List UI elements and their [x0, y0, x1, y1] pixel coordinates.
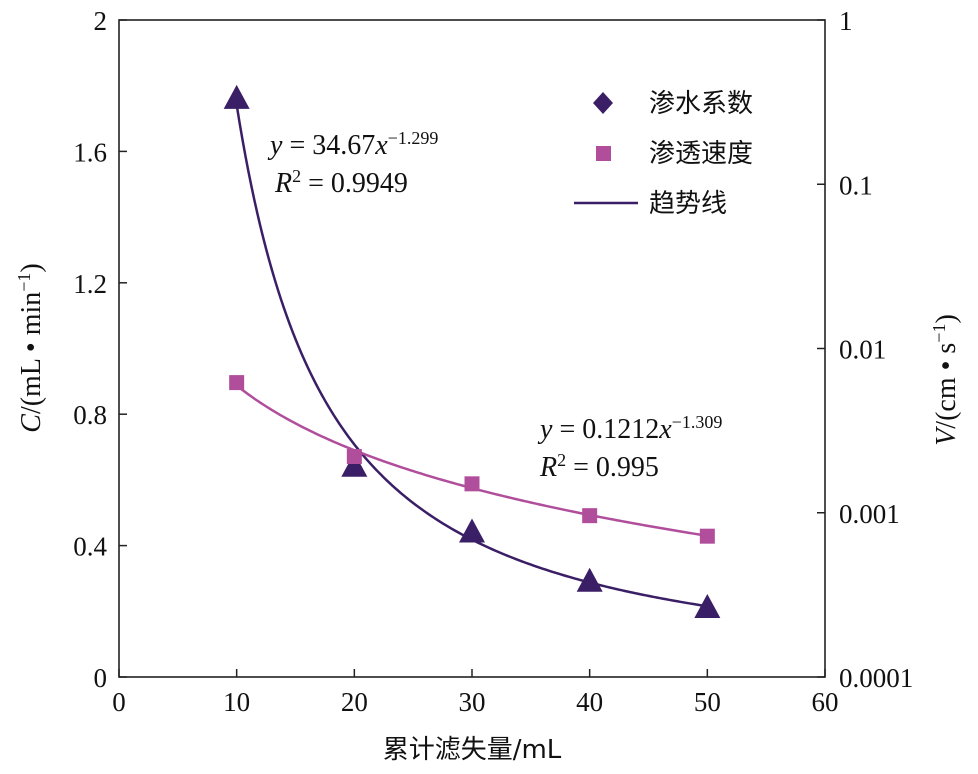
y-right-tick-label-1: 1 [839, 6, 853, 36]
data-marks [223, 84, 721, 619]
y-right-tick-label-0.001: 0.001 [839, 499, 900, 529]
x-tick-label-30: 30 [459, 687, 486, 717]
triangle-point-40 [576, 567, 603, 592]
triangle-point-20 [341, 452, 368, 477]
fit-equation-1: y = 34.67x−1.299 [267, 128, 438, 161]
y-left-tick-label-0: 0 [94, 663, 108, 693]
fit-r2-2: R2 = 0.995 [539, 450, 659, 483]
y-axis-label-left: C/(mL • min−1) [14, 263, 47, 432]
y-axis-label-right: V/(cm • s−1) [929, 314, 962, 446]
x-tick-label-20: 20 [341, 687, 368, 717]
square-point-40 [582, 508, 598, 524]
legend-label-seepage-velocity: 渗透速度 [649, 139, 753, 169]
legend-label-seepage-coefficient: 渗水系数 [649, 89, 753, 119]
y-right-tick-label-0.0001: 0.0001 [839, 663, 913, 693]
y-left-tick-label-1.6: 1.6 [73, 137, 107, 167]
y-right-tick-label-0.01: 0.01 [839, 335, 886, 365]
x-tick-label-10: 10 [223, 687, 250, 717]
triangle-point-10 [223, 84, 250, 109]
triangle-point-30 [459, 518, 485, 543]
x-tick-label-0: 0 [112, 687, 126, 717]
ticks-layer: 0 10 20 30 40 50 60 0 0.4 0.8 1.2 1.6 2 0.0001 0.001 0.… [73, 6, 913, 717]
fit-r2-1: R2 = 0.9949 [274, 166, 408, 199]
legend-marker-square [596, 146, 611, 161]
x-tick-label-60: 60 [812, 687, 839, 717]
x-tick-label-50: 50 [694, 687, 721, 717]
square-point-20 [346, 449, 362, 465]
x-tick-label-40: 40 [576, 687, 603, 717]
square-point-50 [699, 528, 715, 544]
legend-label-trendline: 趋势线 [649, 189, 727, 219]
y-left-tick-label-2: 2 [94, 6, 108, 36]
x-axis-label: 累计滤失量/mL [383, 735, 562, 765]
legend: 渗水系数 渗透速度 趋势线 [574, 89, 753, 219]
square-point-10 [229, 375, 245, 391]
square-point-30 [464, 476, 480, 492]
y-left-tick-label-0.4: 0.4 [73, 532, 107, 562]
y-left-tick-label-0.8: 0.8 [73, 400, 107, 430]
triangle-point-50 [694, 594, 721, 619]
fit-equation-2: y = 0.1212x−1.309 [537, 412, 722, 445]
y-left-tick-label-1.2: 1.2 [73, 269, 107, 299]
legend-marker-triangle [593, 92, 613, 114]
y-right-tick-label-0.1: 0.1 [839, 170, 873, 200]
